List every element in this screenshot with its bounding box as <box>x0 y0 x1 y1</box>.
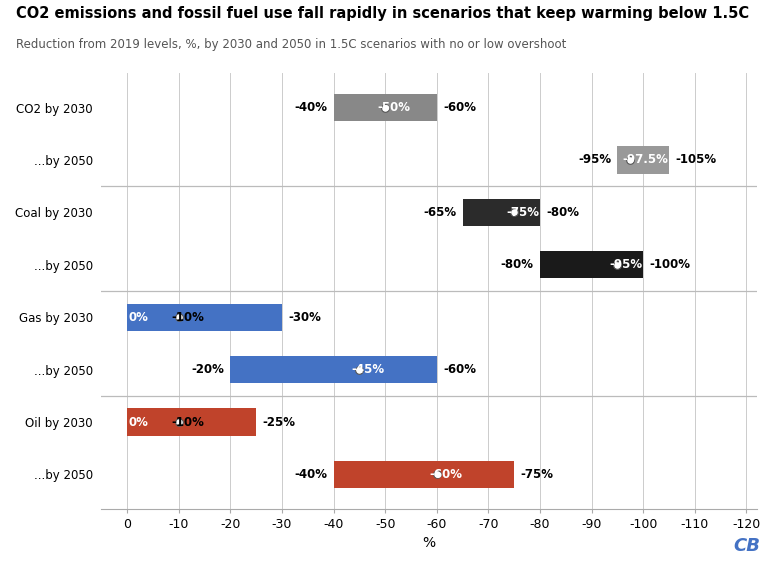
Text: -30%: -30% <box>288 311 321 324</box>
Text: -75%: -75% <box>520 468 553 481</box>
Bar <box>617 146 669 173</box>
Text: -50%: -50% <box>378 101 410 114</box>
Text: -75%: -75% <box>506 206 540 219</box>
Text: -105%: -105% <box>675 154 716 167</box>
Text: -25%: -25% <box>262 415 296 428</box>
Text: -40%: -40% <box>294 468 328 481</box>
Text: CO2 emissions and fossil fuel use fall rapidly in scenarios that keep warming be: CO2 emissions and fossil fuel use fall r… <box>16 6 749 21</box>
Bar <box>463 199 540 226</box>
Text: -65%: -65% <box>424 206 456 219</box>
Bar <box>127 408 256 436</box>
Text: -10%: -10% <box>171 311 204 324</box>
Text: -100%: -100% <box>649 258 690 271</box>
Text: 0%: 0% <box>129 311 149 324</box>
Text: -95%: -95% <box>578 154 611 167</box>
Text: 0%: 0% <box>129 415 149 428</box>
X-axis label: %: % <box>423 536 435 550</box>
Bar <box>334 94 437 121</box>
Bar <box>334 461 514 488</box>
Text: -60%: -60% <box>443 363 476 376</box>
Text: -40%: -40% <box>294 101 328 114</box>
Text: -80%: -80% <box>546 206 579 219</box>
Text: -97.5%: -97.5% <box>622 154 668 167</box>
Text: -20%: -20% <box>191 363 224 376</box>
Text: -60%: -60% <box>429 468 462 481</box>
Bar <box>127 303 282 331</box>
Text: -60%: -60% <box>443 101 476 114</box>
Text: Reduction from 2019 levels, %, by 2030 and 2050 in 1.5C scenarios with no or low: Reduction from 2019 levels, %, by 2030 a… <box>16 38 566 51</box>
Text: -10%: -10% <box>171 415 204 428</box>
Bar <box>540 251 643 279</box>
Bar <box>230 356 437 383</box>
Text: -95%: -95% <box>609 258 643 271</box>
Text: CB: CB <box>733 537 760 555</box>
Text: -80%: -80% <box>501 258 534 271</box>
Text: -45%: -45% <box>352 363 385 376</box>
